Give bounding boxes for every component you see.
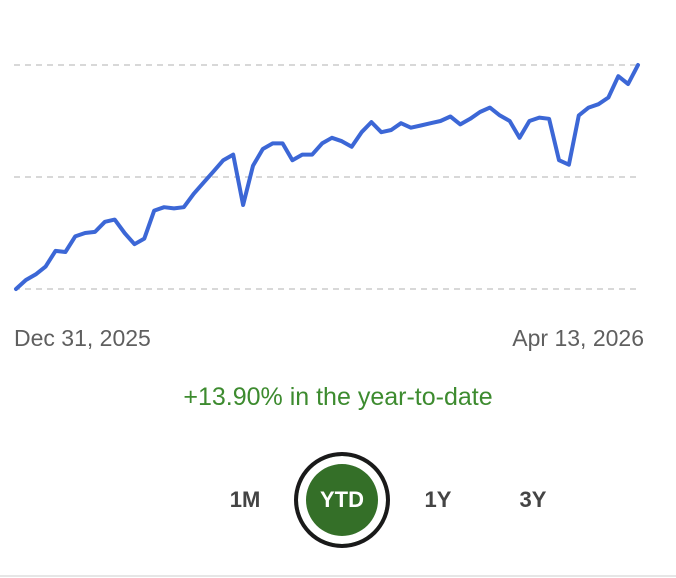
chart-gridlines xyxy=(14,64,640,290)
performance-series-line xyxy=(14,63,640,291)
time-range-selector: 1M YTD 1Y 3Y xyxy=(0,452,676,548)
range-button-1y[interactable]: 1Y xyxy=(424,487,452,512)
performance-line-chart xyxy=(14,63,640,291)
range-button-3y[interactable]: 3Y xyxy=(519,487,547,512)
performance-summary: +13.90% in the year-to-date xyxy=(183,383,493,411)
x-axis-end-label: Apr 13, 2026 xyxy=(512,325,644,351)
range-button-ytd[interactable]: YTD xyxy=(294,452,390,548)
bottom-divider xyxy=(0,575,676,577)
range-button-1m[interactable]: 1M xyxy=(229,487,261,512)
x-axis-start-label: Dec 31, 2025 xyxy=(14,325,151,351)
